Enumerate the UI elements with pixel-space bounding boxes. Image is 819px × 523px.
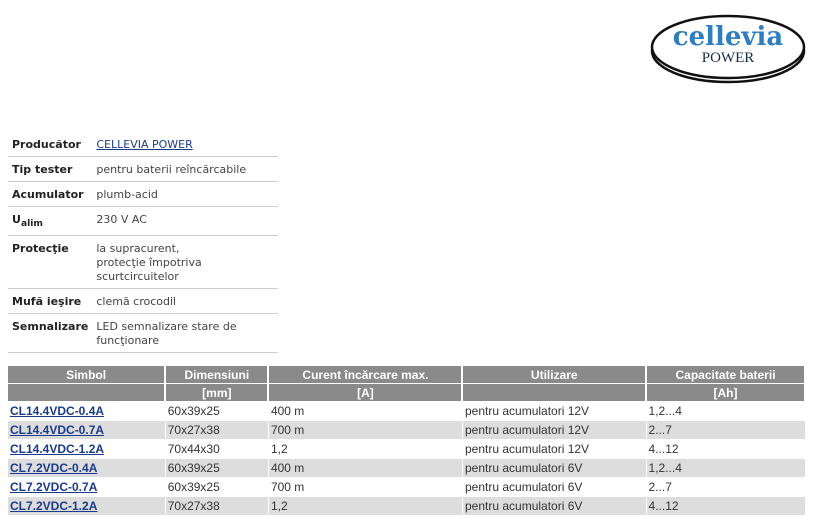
product-link[interactable]: CL7.2VDC-0.4A <box>10 461 98 475</box>
table-cell: pentru acumulatori 12V <box>462 401 647 421</box>
table-cell: 4...12 <box>646 439 806 459</box>
table-cell: 60x39x25 <box>165 477 269 497</box>
spec-row: Mufă ieşire clemă crocodil <box>8 288 278 315</box>
spec-row: Protecţie la supracurent, protecţie împotr… <box>8 235 278 290</box>
product-link[interactable]: CL14.4VDC-1.2A <box>10 442 105 456</box>
svg-text:POWER: POWER <box>702 50 755 66</box>
spec-value: 230 V AC <box>92 206 278 237</box>
table-cell: pentru acumulatori 6V <box>462 496 647 516</box>
table-cell: pentru acumulatori 6V <box>462 477 647 497</box>
spec-row: Tip tester pentru baterii reîncărcabile <box>8 156 278 182</box>
table-row: CL7.2VDC-1.2A 70x27x38 1,2 pentru acumulato… <box>8 496 806 516</box>
table-cell: 70x27x38 <box>165 420 269 440</box>
spec-row: Acumulator plumb-acid <box>8 181 278 207</box>
column-unit <box>462 383 648 402</box>
table-cell: 2...7 <box>646 477 806 497</box>
table-cell: 1,2...4 <box>646 458 806 478</box>
table-cell: 60x39x25 <box>165 401 269 421</box>
table-cell: 1,2...4 <box>646 401 806 421</box>
table-cell: pentru acumulatori 12V <box>462 439 647 459</box>
table-row: CL14.4VDC-0.4A 60x39x25 400 m pentru acumul… <box>8 401 806 421</box>
spec-value: clemă crocodil <box>92 288 278 315</box>
product-link[interactable]: CL7.2VDC-0.7A <box>10 480 98 494</box>
column-header: Utilizare <box>462 366 648 384</box>
column-unit: [mm] <box>165 383 270 402</box>
spec-key: Ualim <box>8 206 93 237</box>
column-header: Dimensiuni <box>165 366 270 384</box>
spec-value: LED semnalizare stare de funcţionare <box>92 313 278 354</box>
spec-key: Protecţie <box>8 235 93 290</box>
specifications-table: Producător CELLEVIA POWER Tip tester pentru… <box>8 132 278 354</box>
product-link[interactable]: CL14.4VDC-0.7A <box>10 423 105 437</box>
column-unit: [A] <box>268 383 464 402</box>
table-row: CL7.2VDC-0.4A 60x39x25 400 m pentru acumula… <box>8 458 806 478</box>
table-cell: 700 m <box>268 420 463 440</box>
spec-key: Producător <box>8 132 93 157</box>
table-cell: 70x44x30 <box>165 439 269 459</box>
table-cell: pentru acumulatori 12V <box>462 420 647 440</box>
table-cell: 700 m <box>268 477 463 497</box>
spec-key: Mufă ieşire <box>8 288 93 315</box>
table-cell: 400 m <box>268 458 463 478</box>
column-unit: [Ah] <box>646 383 806 402</box>
products-table: Simbol Dimensiuni Curent încărcare max. Uti… <box>8 366 806 516</box>
manufacturer-link[interactable]: CELLEVIA POWER <box>96 138 193 151</box>
spec-value: plumb-acid <box>92 181 278 207</box>
table-row: CL14.4VDC-1.2A 70x44x30 1,2 pentru acumulat… <box>8 439 806 459</box>
column-header: Curent încărcare max. <box>268 366 464 384</box>
spec-key: Acumulator <box>8 181 93 207</box>
product-link[interactable]: CL14.4VDC-0.4A <box>10 404 105 418</box>
svg-text:cellevia: cellevia <box>673 22 784 52</box>
spec-row: Ualim 230 V AC <box>8 206 278 237</box>
header-row: Simbol Dimensiuni Curent încărcare max. Uti… <box>8 366 806 384</box>
table-cell: 1,2 <box>268 496 463 516</box>
column-unit <box>8 383 167 402</box>
spec-row: Semnalizare LED semnalizare stare de func… <box>8 313 278 354</box>
product-link[interactable]: CL7.2VDC-1.2A <box>10 499 98 513</box>
table-cell: 2...7 <box>646 420 806 440</box>
spec-key: Semnalizare <box>8 313 93 354</box>
table-cell: 60x39x25 <box>165 458 269 478</box>
spec-value: la supracurent, protecţie împotriva scurt… <box>92 235 278 290</box>
table-row: CL7.2VDC-0.7A 60x39x25 700 m pentru acumula… <box>8 477 806 497</box>
column-header: Capacitate baterii <box>646 366 806 384</box>
table-cell: pentru acumulatori 6V <box>462 458 647 478</box>
spec-key: Tip tester <box>8 156 93 182</box>
spec-value: pentru baterii reîncărcabile <box>92 156 278 182</box>
table-cell: 400 m <box>268 401 463 421</box>
column-header: Simbol <box>8 366 167 384</box>
table-cell: 70x27x38 <box>165 496 269 516</box>
units-row: [mm] [A] [Ah] <box>8 383 806 402</box>
table-row: CL14.4VDC-0.7A 70x27x38 700 m pentru acumul… <box>8 420 806 440</box>
spec-row: Producător CELLEVIA POWER <box>8 132 278 157</box>
table-cell: 1,2 <box>268 439 463 459</box>
table-cell: 4...12 <box>646 496 806 516</box>
cellevia-logo: cellevia POWER <box>650 14 806 84</box>
